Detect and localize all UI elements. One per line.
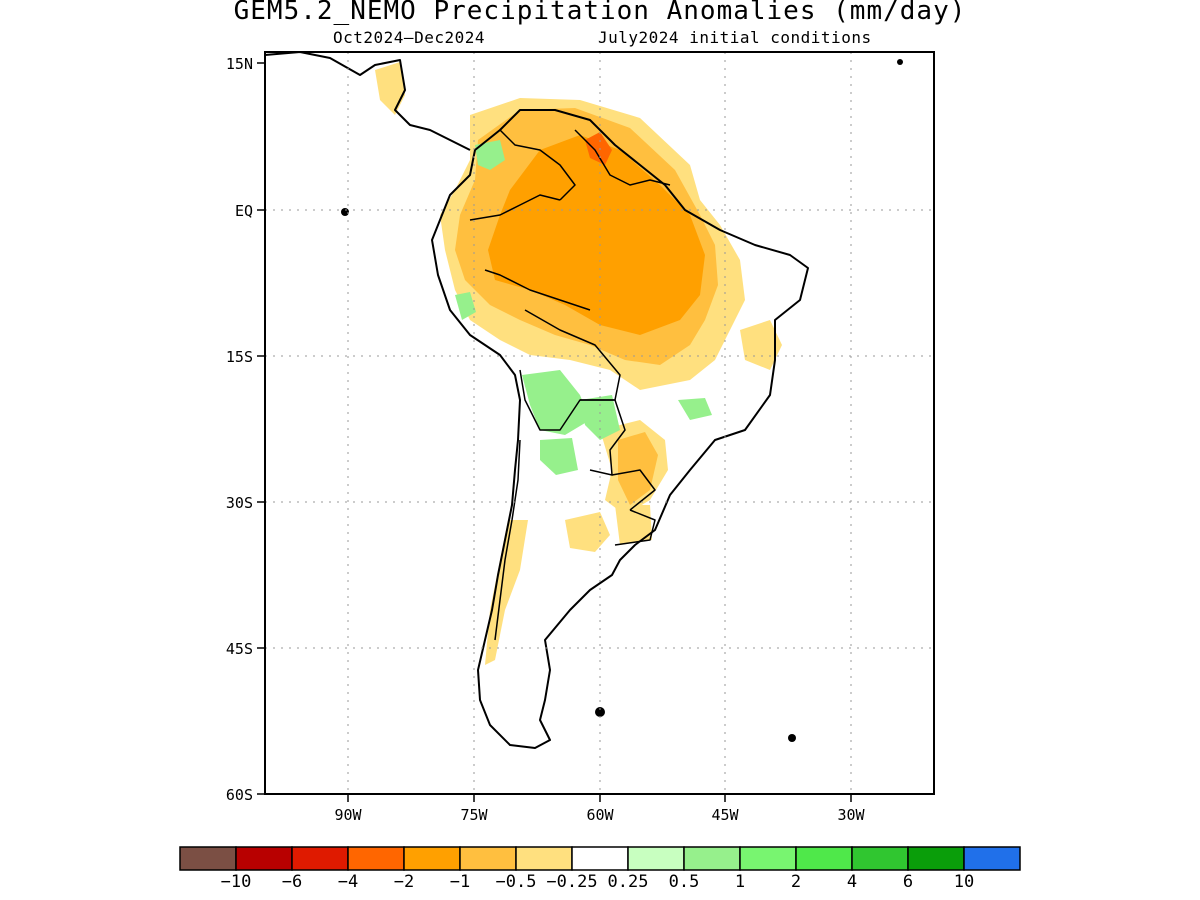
anomaly-chile-light: [485, 520, 528, 665]
colorbar-swatch: [627, 846, 685, 871]
lon-label-45w: 45W: [711, 806, 739, 824]
colorbar-swatch: [403, 846, 461, 871]
colorbar-swatch: [963, 846, 1021, 871]
colorbar-label: −2: [393, 872, 415, 892]
colorbar-label: 2: [790, 872, 802, 892]
lat-label-15n: 15N: [226, 55, 253, 73]
colorbar-label: 10: [953, 872, 975, 892]
colorbar-swatch: [907, 846, 965, 871]
anomaly-ne-brazil-light: [740, 320, 782, 370]
anomaly-paraguay-wet: [580, 395, 620, 440]
colorbar-swatch: [179, 846, 237, 871]
colorbar-label: 4: [846, 872, 858, 892]
lon-label-90w: 90W: [334, 806, 362, 824]
anomaly-guianas-strong: [585, 132, 612, 165]
lat-axis: [257, 62, 265, 795]
border-colombia-venezuela: [499, 129, 576, 201]
colorbar: [179, 846, 1021, 871]
colorbar-label: −0.25: [546, 872, 598, 892]
colorbar-swatch: [571, 846, 629, 871]
lat-label-15s: 15S: [226, 348, 253, 366]
lon-label-75w: 75W: [460, 806, 488, 824]
map-area: [265, 52, 903, 749]
colorbar-swatch: [795, 846, 853, 871]
colorbar-swatch: [515, 846, 573, 871]
lat-label-eq: EQ: [235, 202, 253, 220]
colorbar-swatch: [291, 846, 349, 871]
anomaly-central-america-light: [375, 62, 405, 115]
colorbar-swatch: [739, 846, 797, 871]
colorbar-label: 6: [902, 872, 914, 892]
south-america-coastline: [431, 109, 809, 749]
lon-axis: [347, 794, 852, 802]
anomaly-amazon-core: [488, 135, 705, 335]
central-america-coastline: [265, 52, 471, 151]
border-argentina-chile: [494, 439, 521, 641]
anomaly-sw-brazil-mid: [618, 432, 658, 505]
lat-label-60s: 60S: [226, 786, 253, 804]
border-guianas: [574, 129, 671, 186]
coastlines: [265, 52, 809, 749]
falkland-island: [595, 707, 605, 717]
lat-label-45s: 45S: [226, 640, 253, 658]
colorbar-label: −4: [337, 872, 359, 892]
colorbar-label: 0.5: [668, 872, 700, 892]
map-title: GEM5.2_NEMO Precipitation Anomalies (mm/…: [233, 0, 967, 26]
lat-label-30s: 30S: [226, 494, 253, 512]
anomaly-argentina-light: [565, 512, 610, 552]
south-georgia-island: [788, 734, 796, 742]
anomaly-ecuador-wet: [455, 292, 476, 320]
border-uruguay: [614, 509, 656, 546]
period-subtitle: Oct2024–Dec2024: [333, 28, 485, 47]
anomaly-bolivia-wet: [522, 370, 590, 435]
caribbean-island: [897, 59, 903, 65]
colorbar-label: −6: [281, 872, 303, 892]
anomaly-se-brazil-wet: [678, 398, 712, 420]
border-peru-brazil: [484, 269, 591, 311]
colorbar-label: −1: [449, 872, 471, 892]
colorbar-label: −10: [220, 872, 252, 892]
colorbar-label: 1: [734, 872, 746, 892]
colorbar-swatch: [347, 846, 405, 871]
colorbar-label: −0.5: [495, 872, 537, 892]
colorbar-swatch: [851, 846, 909, 871]
anomaly-colombia-wet: [475, 140, 505, 170]
colorbar-swatch: [235, 846, 293, 871]
anomaly-north-argentina-wet: [540, 438, 578, 475]
border-colombia-brazil: [469, 194, 561, 221]
border-argentina-brazil: [611, 469, 656, 511]
border-paraguay: [580, 399, 626, 476]
lon-label-30w: 30W: [837, 806, 865, 824]
anomaly-shading: [375, 62, 782, 665]
colorbar-swatch: [683, 846, 741, 871]
country-borders: [469, 129, 671, 641]
initial-conditions-subtitle: July2024 initial conditions: [598, 28, 872, 47]
lon-label-60w: 60W: [586, 806, 614, 824]
colorbar-swatch: [459, 846, 517, 871]
colorbar-label: 0.25: [607, 872, 649, 892]
